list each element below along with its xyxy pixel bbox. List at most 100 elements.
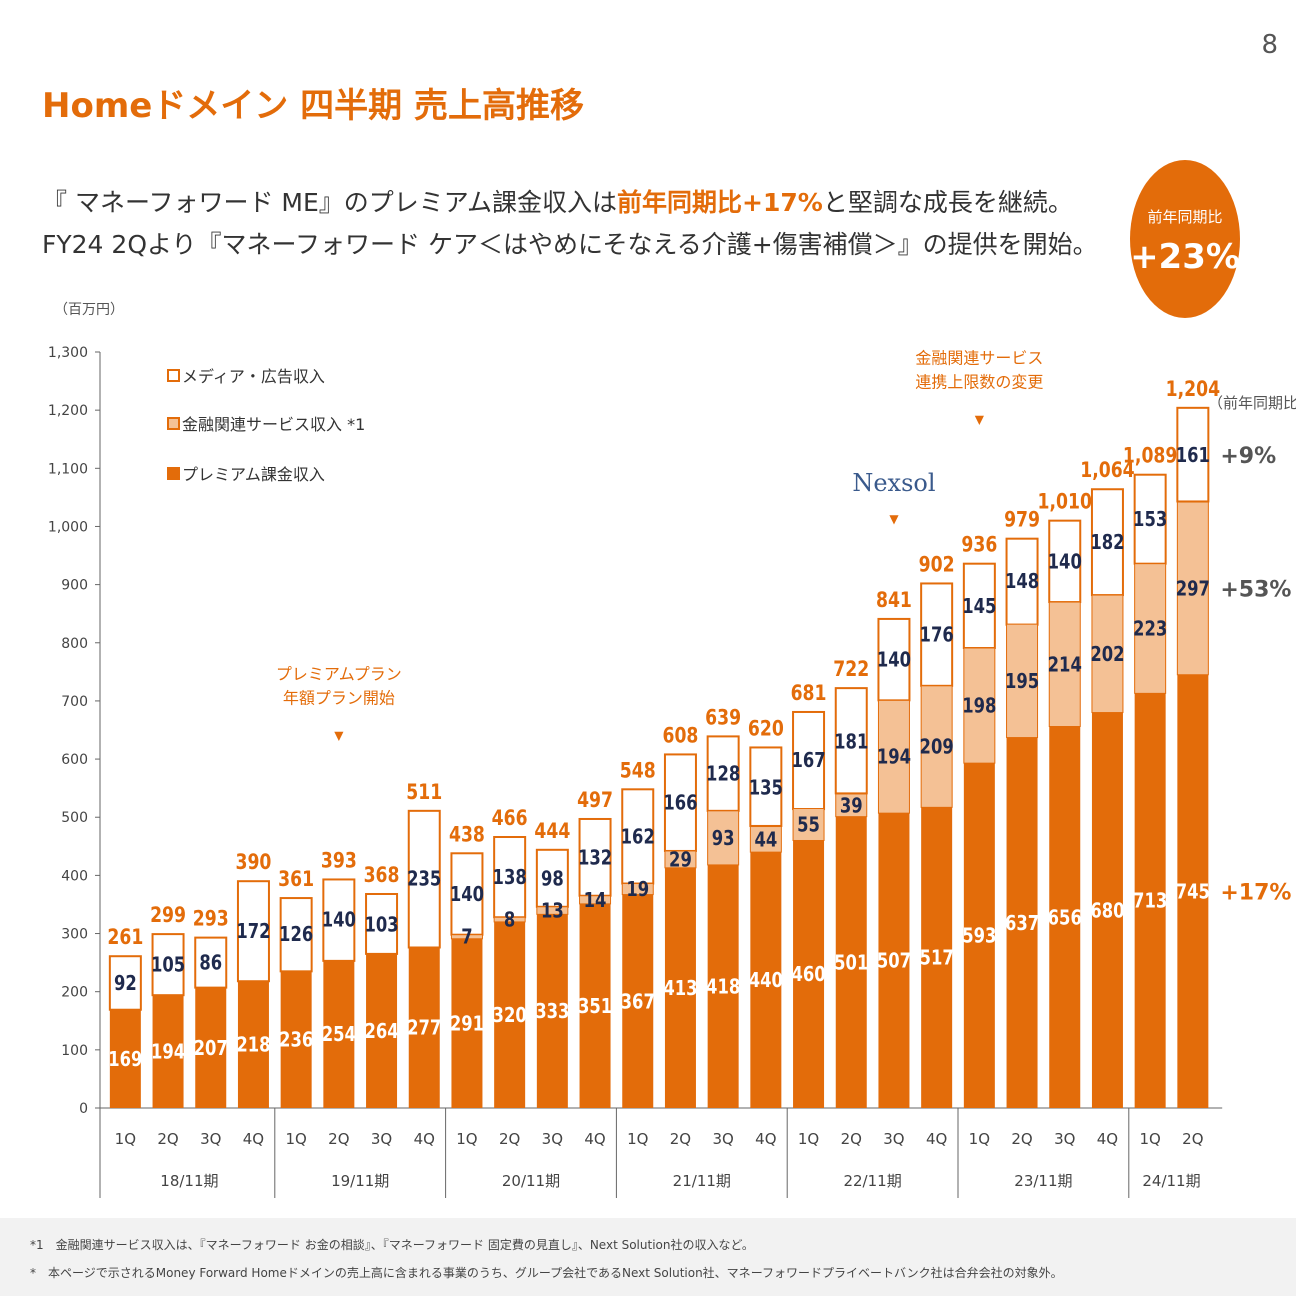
footnote-2: * 本ページで示されるMoney Forward Homeドメインの売上高に含ま… <box>30 1266 1063 1280</box>
label-premium-9: 320 <box>493 1004 527 1027</box>
subtitle-line-2: FY24 2Qより『マネーフォワード ケア＜はやめにそなえる介護+傷害補償＞』の… <box>42 230 1098 259</box>
yoy-badge-label: 前年同期比 <box>1147 208 1223 226</box>
bar-media-4 <box>279 897 313 973</box>
label-media-3: 172 <box>236 921 270 944</box>
bar-premium-19 <box>921 807 953 1108</box>
bar-premium-7 <box>408 946 440 1108</box>
x-tick-label-11: 4Q <box>584 1130 605 1148</box>
y-tick-label: 600 <box>61 752 88 768</box>
subtitle-text-a: 『 マネーフォワード ME』のプレミアム課金収入は <box>42 188 618 217</box>
x-tick-label-13: 2Q <box>670 1130 691 1148</box>
y-tick-label: 500 <box>61 810 88 826</box>
label-premium-6: 264 <box>364 1021 398 1044</box>
x-tick-label-5: 2Q <box>328 1130 349 1148</box>
label-media-16: 167 <box>791 749 825 772</box>
label-total-11: 497 <box>577 787 613 812</box>
yoy-header: （前年同期比） <box>1208 394 1296 412</box>
label-financial-8: 7 <box>461 926 472 949</box>
period-label-6: 24/11期 <box>1142 1172 1200 1190</box>
x-tick-label-4: 1Q <box>285 1130 306 1148</box>
bar-premium-24 <box>1134 693 1166 1108</box>
label-premium-15: 440 <box>749 970 783 993</box>
bar-media-25 <box>1176 406 1210 503</box>
x-tick-label-22: 3Q <box>1054 1130 1075 1148</box>
bar-financial-21 <box>1006 623 1039 739</box>
label-media-10: 98 <box>541 868 564 891</box>
annotation-arrow-1: ▼ <box>889 512 899 526</box>
label-financial-14: 93 <box>712 827 735 850</box>
label-premium-24: 713 <box>1133 890 1167 913</box>
x-tick-label-2: 3Q <box>200 1130 221 1148</box>
legend-label-2: プレミアム課金収入 <box>182 465 325 484</box>
label-premium-10: 333 <box>535 1001 569 1024</box>
x-tick-label-19: 4Q <box>926 1130 947 1148</box>
bar-premium-12 <box>622 894 654 1108</box>
footnote-area <box>0 1218 1296 1296</box>
y-tick-label: 700 <box>61 694 88 710</box>
label-media-24: 153 <box>1133 509 1167 532</box>
label-total-2: 293 <box>193 906 229 931</box>
x-tick-label-25: 2Q <box>1182 1130 1203 1148</box>
x-tick-label-6: 3Q <box>371 1130 392 1148</box>
yoy-label-2: +17% <box>1220 880 1291 905</box>
y-tick-label: 1,200 <box>48 403 88 419</box>
label-total-15: 620 <box>748 716 784 741</box>
bar-media-5 <box>322 878 356 962</box>
label-total-8: 438 <box>449 822 485 847</box>
bar-financial-15 <box>749 826 782 853</box>
x-tick-label-1: 2Q <box>157 1130 178 1148</box>
bar-premium-0 <box>109 1009 141 1108</box>
label-total-18: 841 <box>876 587 912 612</box>
bar-premium-25 <box>1177 674 1209 1108</box>
label-media-12: 162 <box>621 826 655 849</box>
label-premium-12: 367 <box>621 991 655 1014</box>
label-premium-5: 254 <box>322 1024 356 1047</box>
label-total-10: 444 <box>534 818 570 843</box>
bar-media-18 <box>877 617 911 702</box>
label-total-3: 390 <box>235 850 271 875</box>
label-premium-18: 507 <box>877 950 911 973</box>
period-label-5: 23/11期 <box>1014 1172 1072 1190</box>
x-tick-label-21: 2Q <box>1011 1130 1032 1148</box>
yoy-badge-value: +23% <box>1130 237 1240 277</box>
yoy-label-0: +9% <box>1220 444 1276 469</box>
label-total-13: 608 <box>662 723 698 748</box>
bar-premium-22 <box>1049 726 1081 1108</box>
period-label-3: 21/11期 <box>673 1172 731 1190</box>
bar-media-2 <box>194 936 228 989</box>
bar-premium-10 <box>536 914 568 1108</box>
legend-swatch-1 <box>167 417 180 430</box>
x-tick-label-18: 3Q <box>883 1130 904 1148</box>
bar-media-23 <box>1090 488 1124 597</box>
label-financial-24: 223 <box>1133 618 1167 641</box>
nexsol-logo: Nexsol <box>852 469 935 497</box>
bar-media-17 <box>834 687 868 795</box>
label-premium-2: 207 <box>194 1037 228 1060</box>
label-premium-4: 236 <box>279 1029 313 1052</box>
label-media-18: 140 <box>877 649 911 672</box>
revenue-chart: （百万円） 0 100 200 300 400 500 600 700 800 900 1,000 1,… <box>48 302 1296 1198</box>
label-media-6: 103 <box>364 914 398 937</box>
label-total-0: 261 <box>107 925 143 950</box>
period-label-1: 19/11期 <box>331 1172 389 1190</box>
annotation-arrow-0: ▼ <box>334 728 344 742</box>
label-premium-11: 351 <box>578 995 612 1018</box>
page-title: Homeドメイン 四半期 売上高推移 <box>42 86 584 126</box>
bar-premium-15 <box>750 852 782 1108</box>
bar-premium-11 <box>579 903 611 1108</box>
label-financial-18: 194 <box>877 746 911 769</box>
label-premium-25: 745 <box>1176 881 1210 904</box>
label-total-25: 1,204 <box>1166 376 1220 401</box>
bar-financial-18 <box>877 699 910 814</box>
label-media-13: 166 <box>663 792 697 815</box>
label-media-0: 92 <box>114 972 137 995</box>
label-premium-19: 517 <box>920 947 954 970</box>
y-tick-label: 900 <box>61 578 88 594</box>
bar-financial-9 <box>493 916 526 923</box>
bar-media-8 <box>450 852 484 936</box>
label-media-21: 148 <box>1005 571 1039 594</box>
label-premium-13: 413 <box>663 977 697 1000</box>
bar-premium-1 <box>152 995 184 1108</box>
annotation-text-2-0: 金融関連サービス <box>915 349 1043 368</box>
y-tick-label: 200 <box>61 985 88 1001</box>
